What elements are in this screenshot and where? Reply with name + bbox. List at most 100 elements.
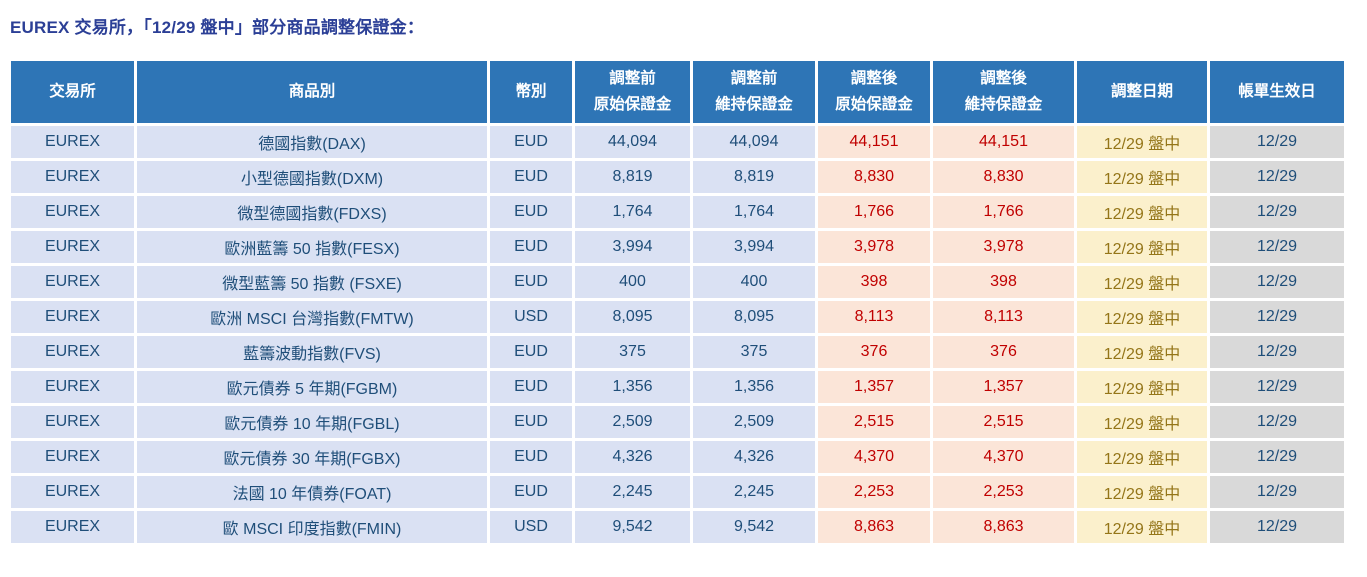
cell-post-maintenance-margin: 398	[933, 266, 1074, 298]
header-label: 幣別	[515, 83, 547, 100]
header-label: 商品別	[288, 83, 336, 100]
cell-effective-date: 12/29	[1210, 196, 1344, 228]
page-title: EUREX 交易所，「12/29 盤中」部分商品調整保證金：	[10, 18, 425, 37]
cell-post-initial-margin: 3,978	[818, 231, 930, 263]
cell-currency: EUD	[490, 406, 572, 438]
cell-exchange: EUREX	[11, 161, 134, 193]
cell-post-initial-margin: 1,766	[818, 196, 930, 228]
cell-adjust-date: 12/29 盤中	[1077, 336, 1207, 368]
margin-adjustment-table: 交易所 商品別 幣別 調整前 原始保證金 調整前 維持保證金 調整後	[8, 58, 1347, 546]
cell-pre-maintenance-margin: 8,819	[693, 161, 815, 193]
cell-pre-initial-margin: 8,819	[575, 161, 690, 193]
header-exchange: 交易所	[11, 61, 134, 123]
header-label-line1: 調整前	[609, 70, 656, 87]
cell-product: 德國指數(DAX)	[137, 126, 487, 158]
table-row: EUREX 藍籌波動指數(FVS) EUD 375 375 376 376 12…	[11, 336, 1344, 368]
cell-post-maintenance-margin: 1,766	[933, 196, 1074, 228]
cell-pre-initial-margin: 400	[575, 266, 690, 298]
cell-pre-initial-margin: 3,994	[575, 231, 690, 263]
cell-exchange: EUREX	[11, 371, 134, 403]
cell-currency: EUD	[490, 161, 572, 193]
cell-currency: EUD	[490, 476, 572, 508]
cell-effective-date: 12/29	[1210, 266, 1344, 298]
header-label: 調整日期	[1110, 83, 1173, 100]
header-label: 交易所	[49, 83, 96, 100]
cell-effective-date: 12/29	[1210, 161, 1344, 193]
table-row: EUREX 德國指數(DAX) EUD 44,094 44,094 44,151…	[11, 126, 1344, 158]
header-effective-date: 帳單生效日	[1210, 61, 1344, 123]
cell-effective-date: 12/29	[1210, 336, 1344, 368]
cell-post-maintenance-margin: 2,253	[933, 476, 1074, 508]
cell-post-maintenance-margin: 8,863	[933, 511, 1074, 543]
cell-adjust-date: 12/29 盤中	[1077, 441, 1207, 473]
cell-pre-maintenance-margin: 1,764	[693, 196, 815, 228]
cell-post-initial-margin: 8,113	[818, 301, 930, 333]
header-post-maintenance-margin: 調整後 維持保證金	[933, 61, 1074, 123]
table-row: EUREX 歐元債券 30 年期(FGBX) EUD 4,326 4,326 4…	[11, 441, 1344, 473]
header-product: 商品別	[137, 61, 487, 123]
cell-effective-date: 12/29	[1210, 371, 1344, 403]
cell-product: 法國 10 年債券(FOAT)	[137, 476, 487, 508]
cell-currency: EUD	[490, 266, 572, 298]
cell-product: 微型藍籌 50 指數 (FSXE)	[137, 266, 487, 298]
cell-adjust-date: 12/29 盤中	[1077, 196, 1207, 228]
header-label-line1: 調整後	[980, 70, 1027, 87]
cell-post-initial-margin: 8,863	[818, 511, 930, 543]
cell-currency: EUD	[490, 126, 572, 158]
cell-currency: EUD	[490, 196, 572, 228]
table-row: EUREX 微型藍籌 50 指數 (FSXE) EUD 400 400 398 …	[11, 266, 1344, 298]
cell-adjust-date: 12/29 盤中	[1077, 511, 1207, 543]
cell-pre-maintenance-margin: 375	[693, 336, 815, 368]
header-label-line2: 維持保證金	[715, 96, 793, 113]
cell-pre-initial-margin: 375	[575, 336, 690, 368]
cell-post-initial-margin: 8,830	[818, 161, 930, 193]
header-currency: 幣別	[490, 61, 572, 123]
cell-pre-maintenance-margin: 3,994	[693, 231, 815, 263]
table-row: EUREX 歐洲藍籌 50 指數(FESX) EUD 3,994 3,994 3…	[11, 231, 1344, 263]
header-label-line2: 原始保證金	[835, 96, 913, 113]
cell-pre-initial-margin: 2,245	[575, 476, 690, 508]
cell-currency: USD	[490, 301, 572, 333]
cell-post-initial-margin: 44,151	[818, 126, 930, 158]
cell-product: 歐元債券 10 年期(FGBL)	[137, 406, 487, 438]
cell-product: 歐 MSCI 印度指數(FMIN)	[137, 511, 487, 543]
cell-post-maintenance-margin: 3,978	[933, 231, 1074, 263]
cell-adjust-date: 12/29 盤中	[1077, 161, 1207, 193]
cell-pre-initial-margin: 9,542	[575, 511, 690, 543]
header-pre-initial-margin: 調整前 原始保證金	[575, 61, 690, 123]
cell-post-initial-margin: 398	[818, 266, 930, 298]
cell-product: 歐洲 MSCI 台灣指數(FMTW)	[137, 301, 487, 333]
header-label-line2: 原始保證金	[593, 96, 672, 113]
header-adjust-date: 調整日期	[1077, 61, 1207, 123]
cell-effective-date: 12/29	[1210, 406, 1344, 438]
cell-adjust-date: 12/29 盤中	[1077, 371, 1207, 403]
cell-adjust-date: 12/29 盤中	[1077, 476, 1207, 508]
table-row: EUREX 歐 MSCI 印度指數(FMIN) USD 9,542 9,542 …	[11, 511, 1344, 543]
cell-post-maintenance-margin: 1,357	[933, 371, 1074, 403]
cell-pre-initial-margin: 1,764	[575, 196, 690, 228]
cell-post-initial-margin: 2,253	[818, 476, 930, 508]
cell-currency: EUD	[490, 231, 572, 263]
cell-post-maintenance-margin: 8,830	[933, 161, 1074, 193]
cell-pre-maintenance-margin: 2,509	[693, 406, 815, 438]
cell-pre-initial-margin: 44,094	[575, 126, 690, 158]
cell-effective-date: 12/29	[1210, 476, 1344, 508]
cell-exchange: EUREX	[11, 266, 134, 298]
cell-pre-maintenance-margin: 2,245	[693, 476, 815, 508]
header-label-line2: 維持保證金	[964, 96, 1043, 113]
header-label: 帳單生效日	[1238, 83, 1316, 100]
cell-exchange: EUREX	[11, 511, 134, 543]
cell-post-initial-margin: 1,357	[818, 371, 930, 403]
table-row: EUREX 法國 10 年債券(FOAT) EUD 2,245 2,245 2,…	[11, 476, 1344, 508]
cell-effective-date: 12/29	[1210, 441, 1344, 473]
table-body: EUREX 德國指數(DAX) EUD 44,094 44,094 44,151…	[11, 126, 1344, 543]
header-pre-maintenance-margin: 調整前 維持保證金	[693, 61, 815, 123]
cell-exchange: EUREX	[11, 476, 134, 508]
cell-exchange: EUREX	[11, 336, 134, 368]
header-label-line1: 調整前	[730, 70, 778, 87]
cell-exchange: EUREX	[11, 196, 134, 228]
table-row: EUREX 歐元債券 10 年期(FGBL) EUD 2,509 2,509 2…	[11, 406, 1344, 438]
cell-adjust-date: 12/29 盤中	[1077, 126, 1207, 158]
header-label-line1: 調整後	[850, 70, 898, 87]
